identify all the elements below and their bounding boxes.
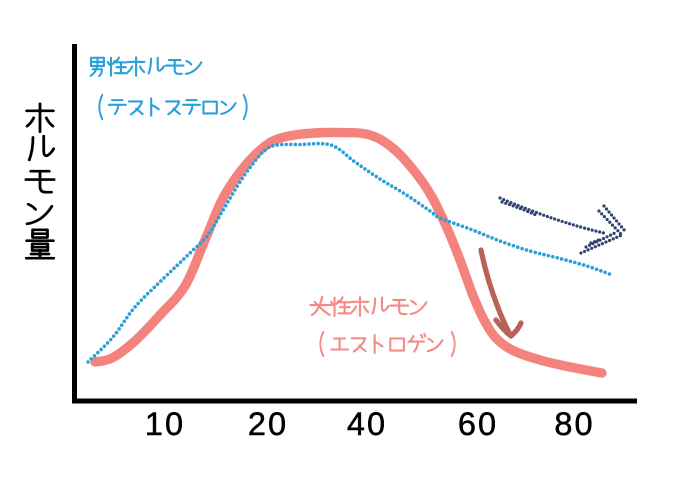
- svg-text:10: 10: [145, 406, 185, 442]
- svg-text:60: 60: [458, 406, 498, 442]
- svg-text:40: 40: [347, 406, 387, 442]
- svg-text:20: 20: [248, 406, 288, 442]
- svg-text:80: 80: [554, 406, 594, 442]
